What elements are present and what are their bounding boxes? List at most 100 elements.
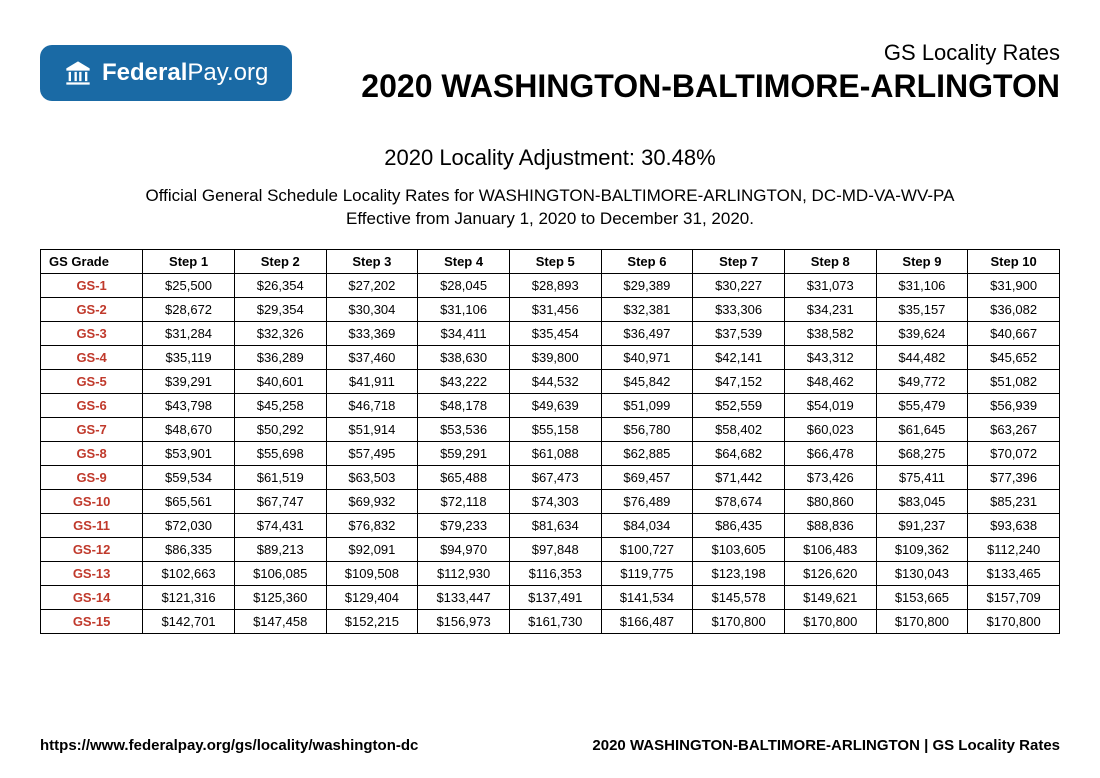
pay-cell: $49,772	[876, 369, 968, 393]
pay-cell: $49,639	[509, 393, 601, 417]
pay-cell: $141,534	[601, 585, 693, 609]
pay-cell: $137,491	[509, 585, 601, 609]
pay-cell: $123,198	[693, 561, 785, 585]
pay-table: GS GradeStep 1Step 2Step 3Step 4Step 5St…	[40, 249, 1060, 634]
grade-cell: GS-14	[41, 585, 143, 609]
pay-cell: $56,780	[601, 417, 693, 441]
pay-cell: $89,213	[234, 537, 326, 561]
pay-cell: $30,227	[693, 273, 785, 297]
col-step-header: Step 4	[418, 249, 510, 273]
pay-cell: $48,462	[784, 369, 876, 393]
pay-cell: $133,465	[968, 561, 1060, 585]
table-row: GS-13$102,663$106,085$109,508$112,930$11…	[41, 561, 1060, 585]
pay-cell: $51,914	[326, 417, 418, 441]
col-step-header: Step 1	[143, 249, 235, 273]
pay-cell: $61,645	[876, 417, 968, 441]
pay-cell: $69,932	[326, 489, 418, 513]
footer: https://www.federalpay.org/gs/locality/w…	[40, 737, 1060, 754]
pay-cell: $156,973	[418, 609, 510, 633]
col-grade-header: GS Grade	[41, 249, 143, 273]
pay-cell: $31,284	[143, 321, 235, 345]
title-block: GS Locality Rates 2020 WASHINGTON-BALTIM…	[361, 40, 1060, 105]
pay-cell: $83,045	[876, 489, 968, 513]
grade-cell: GS-10	[41, 489, 143, 513]
pay-cell: $28,672	[143, 297, 235, 321]
pay-cell: $116,353	[509, 561, 601, 585]
pay-cell: $66,478	[784, 441, 876, 465]
description-line-2: Effective from January 1, 2020 to Decemb…	[40, 208, 1060, 231]
pay-cell: $61,088	[509, 441, 601, 465]
pay-cell: $86,335	[143, 537, 235, 561]
pay-cell: $63,267	[968, 417, 1060, 441]
col-step-header: Step 6	[601, 249, 693, 273]
pay-cell: $125,360	[234, 585, 326, 609]
grade-cell: GS-12	[41, 537, 143, 561]
pay-cell: $48,178	[418, 393, 510, 417]
grade-cell: GS-15	[41, 609, 143, 633]
pay-cell: $64,682	[693, 441, 785, 465]
table-row: GS-11$72,030$74,431$76,832$79,233$81,634…	[41, 513, 1060, 537]
pay-cell: $147,458	[234, 609, 326, 633]
pay-cell: $157,709	[968, 585, 1060, 609]
pay-cell: $37,539	[693, 321, 785, 345]
pay-cell: $51,099	[601, 393, 693, 417]
pay-cell: $61,519	[234, 465, 326, 489]
table-row: GS-10$65,561$67,747$69,932$72,118$74,303…	[41, 489, 1060, 513]
pay-cell: $102,663	[143, 561, 235, 585]
pay-cell: $76,832	[326, 513, 418, 537]
pay-cell: $86,435	[693, 513, 785, 537]
pay-cell: $55,479	[876, 393, 968, 417]
pay-cell: $44,482	[876, 345, 968, 369]
pay-cell: $28,045	[418, 273, 510, 297]
description-line-1: Official General Schedule Locality Rates…	[40, 185, 1060, 208]
col-step-header: Step 8	[784, 249, 876, 273]
pay-cell: $40,971	[601, 345, 693, 369]
pay-cell: $27,202	[326, 273, 418, 297]
pay-cell: $152,215	[326, 609, 418, 633]
grade-cell: GS-4	[41, 345, 143, 369]
pay-cell: $106,483	[784, 537, 876, 561]
table-row: GS-5$39,291$40,601$41,911$43,222$44,532$…	[41, 369, 1060, 393]
pay-cell: $112,240	[968, 537, 1060, 561]
pay-cell: $88,836	[784, 513, 876, 537]
grade-cell: GS-9	[41, 465, 143, 489]
pay-cell: $97,848	[509, 537, 601, 561]
pay-cell: $46,718	[326, 393, 418, 417]
page-title: 2020 WASHINGTON-BALTIMORE-ARLINGTON	[361, 68, 1060, 105]
pay-cell: $31,106	[876, 273, 968, 297]
pay-cell: $43,222	[418, 369, 510, 393]
col-step-header: Step 9	[876, 249, 968, 273]
pay-cell: $48,670	[143, 417, 235, 441]
logo-text: FederalPay.org	[102, 59, 268, 87]
pay-cell: $133,447	[418, 585, 510, 609]
footer-url: https://www.federalpay.org/gs/locality/w…	[40, 737, 418, 754]
pay-cell: $38,582	[784, 321, 876, 345]
pay-cell: $142,701	[143, 609, 235, 633]
pay-cell: $72,030	[143, 513, 235, 537]
grade-cell: GS-3	[41, 321, 143, 345]
table-row: GS-1$25,500$26,354$27,202$28,045$28,893$…	[41, 273, 1060, 297]
pay-cell: $33,369	[326, 321, 418, 345]
pay-cell: $170,800	[876, 609, 968, 633]
grade-cell: GS-5	[41, 369, 143, 393]
pay-cell: $25,500	[143, 273, 235, 297]
header-row: GS GradeStep 1Step 2Step 3Step 4Step 5St…	[41, 249, 1060, 273]
pay-cell: $119,775	[601, 561, 693, 585]
pay-cell: $35,454	[509, 321, 601, 345]
pay-cell: $103,605	[693, 537, 785, 561]
col-step-header: Step 3	[326, 249, 418, 273]
pay-cell: $54,019	[784, 393, 876, 417]
pay-cell: $45,842	[601, 369, 693, 393]
pay-cell: $129,404	[326, 585, 418, 609]
pay-cell: $26,354	[234, 273, 326, 297]
pay-cell: $170,800	[693, 609, 785, 633]
pay-cell: $32,326	[234, 321, 326, 345]
pay-cell: $31,456	[509, 297, 601, 321]
pay-cell: $56,939	[968, 393, 1060, 417]
pay-cell: $57,495	[326, 441, 418, 465]
pay-cell: $85,231	[968, 489, 1060, 513]
pay-cell: $41,911	[326, 369, 418, 393]
pay-cell: $81,634	[509, 513, 601, 537]
pay-cell: $109,508	[326, 561, 418, 585]
table-row: GS-8$53,901$55,698$57,495$59,291$61,088$…	[41, 441, 1060, 465]
